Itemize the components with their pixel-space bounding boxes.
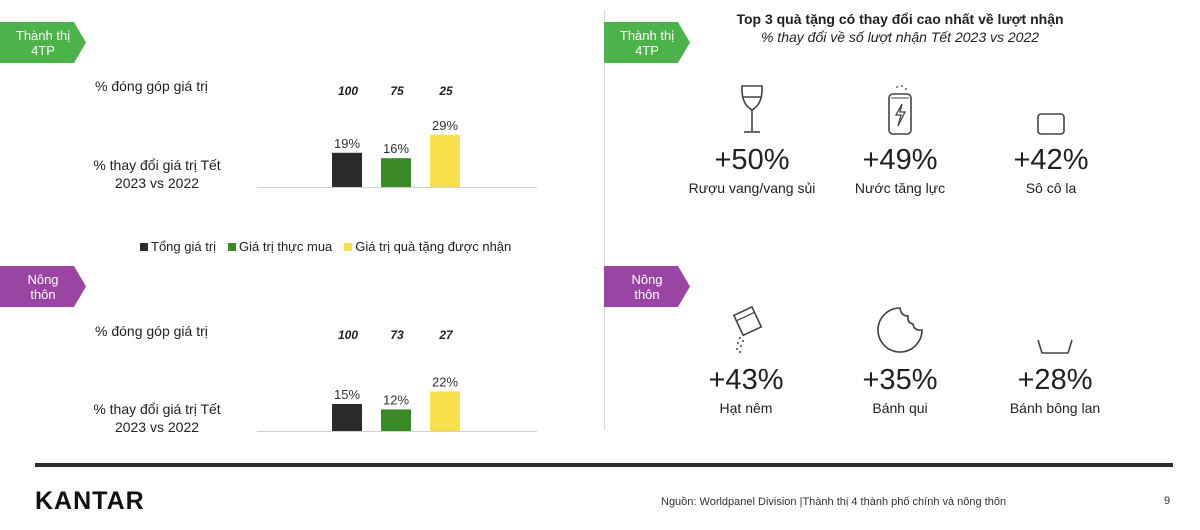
legend-swatch-purchased [228, 242, 237, 251]
legend-label-purchased: Giá trị thực mua [239, 239, 333, 254]
right-urban-tag-line1: Thành thị [619, 27, 675, 43]
energy-drink-can-icon [888, 85, 912, 135]
urban-bar-1 [332, 152, 362, 187]
rural-bar-label-3: 22% [432, 374, 458, 389]
gift-item-sponge-cake-pct: +28% [1017, 364, 1093, 396]
legend-label-total: Tổng giá trị [151, 239, 217, 254]
sponge-cake-icon [1037, 339, 1073, 354]
legend-swatch-total [140, 242, 148, 251]
urban-bar-2 [381, 158, 411, 187]
rural-segment-tag: Nông thôn [0, 266, 86, 307]
urban-bar-label-2: 16% [383, 141, 409, 156]
urban-contribution-label: % đóng góp giá trị [95, 78, 208, 94]
gift-item-cookie-name: Bánh qui [872, 400, 928, 416]
urban-tag-line1: Thành thị [15, 27, 71, 43]
urban-bar-label-3: 29% [432, 118, 458, 133]
legend-item-gifted: Giá trị quà tặng được nhận [344, 239, 511, 254]
right-rural-segment-tag: Nông thôn [604, 266, 690, 307]
urban-change-label: % thay đổi giá trị Tết 2023 vs 2022 [82, 156, 232, 192]
gift-item-chocolate-name: Sô cô la [1025, 180, 1077, 196]
urban-bar-chart: 19% 16% 29% [257, 118, 537, 188]
gift-item-wine-pct: +50% [714, 144, 790, 176]
cookie-icon [877, 307, 923, 353]
rural-change-label-line1: % thay đổi giá trị Tết [93, 401, 221, 417]
rural-bar-label-2: 12% [383, 392, 409, 407]
gift-item-wine-name: Rượu vang/vang sủi [688, 180, 816, 196]
urban-bar-label-1: 19% [334, 136, 360, 151]
right-urban-tag-line2: 4TP [635, 42, 659, 58]
source-note: Nguồn: Worldpanel Division |Thành thị 4 … [661, 496, 1007, 508]
rural-contribution-purchased: 73 [390, 328, 404, 342]
urban-contribution-total: 100 [337, 84, 359, 98]
chocolate-bar-icon [1037, 113, 1065, 135]
rural-bar-chart: 15% 12% 22% [257, 374, 537, 432]
rural-tag-line1: Nông [27, 271, 59, 287]
rural-tag-line2: thôn [30, 286, 56, 302]
legend-item-purchased: Giá trị thực mua [228, 239, 332, 254]
right-panel-subtitle: % thay đổi về số lượt nhận Tết 2023 vs 2… [760, 29, 1040, 45]
right-rural-tag-line2: thôn [634, 286, 660, 302]
gift-item-chocolate-pct: +42% [1013, 144, 1089, 176]
rural-contribution-total: 100 [337, 328, 359, 342]
wine-glass-icon [741, 85, 763, 133]
right-rural-tag-line1: Nông [631, 271, 663, 287]
legend-label-gifted: Giá trị quà tặng được nhận [355, 239, 512, 254]
gift-item-wine: +50% Rượu vang/vang sủi [667, 82, 837, 196]
legend-item-total: Tổng giá trị [140, 239, 216, 254]
rural-contribution-gifted: 27 [439, 328, 453, 342]
legend-swatch-gifted [344, 242, 353, 251]
gift-item-seasoning: +43% Hạt nêm [661, 302, 831, 416]
urban-contribution-purchased: 75 [390, 84, 404, 98]
urban-change-label-line1: % thay đổi giá trị Tết [93, 157, 221, 173]
gift-item-cookie-pct: +35% [862, 364, 938, 396]
rural-contribution-label: % đóng góp giá trị [95, 323, 208, 339]
rural-bar-label-1: 15% [334, 387, 360, 402]
rural-bar-2 [381, 409, 411, 431]
rural-bar-3 [430, 391, 460, 431]
gift-item-seasoning-name: Hạt nêm [719, 400, 773, 416]
urban-contribution-gifted: 25 [439, 84, 453, 98]
rural-change-label-line2: 2023 vs 2022 [114, 419, 200, 435]
gift-item-energy-drink: +49% Nước tăng lực [815, 82, 985, 196]
page-number: 9 [1164, 495, 1171, 507]
urban-segment-tag: Thành thị 4TP [0, 22, 86, 63]
rural-bar-1 [332, 404, 362, 431]
gift-item-seasoning-pct: +43% [708, 364, 784, 396]
gift-item-cookie: +35% Bánh qui [815, 302, 985, 416]
chart-legend: Tổng giá trị Giá trị thực mua Giá trị qu… [140, 239, 511, 254]
urban-change-label-line2: 2023 vs 2022 [114, 175, 200, 191]
footer-rule [35, 463, 1173, 467]
gift-item-chocolate: +42% Sô cô la [966, 82, 1136, 196]
kantar-logo: KANTAR [35, 487, 145, 515]
gift-item-energy-drink-name: Nước tăng lực [854, 180, 946, 196]
right-panel-title: Top 3 quà tặng có thay đổi cao nhất về l… [736, 11, 1064, 27]
gift-item-energy-drink-pct: +49% [862, 144, 938, 176]
gift-item-sponge-cake: +28% Bánh bông lan [970, 302, 1140, 416]
gift-item-sponge-cake-name: Bánh bông lan [1009, 400, 1101, 416]
urban-tag-line2: 4TP [31, 42, 55, 58]
right-urban-segment-tag: Thành thị 4TP [604, 22, 690, 63]
seasoning-pour-icon [732, 305, 763, 354]
rural-change-label: % thay đổi giá trị Tết 2023 vs 2022 [82, 400, 232, 436]
urban-bar-3 [430, 134, 460, 187]
panel-divider [604, 10, 605, 430]
